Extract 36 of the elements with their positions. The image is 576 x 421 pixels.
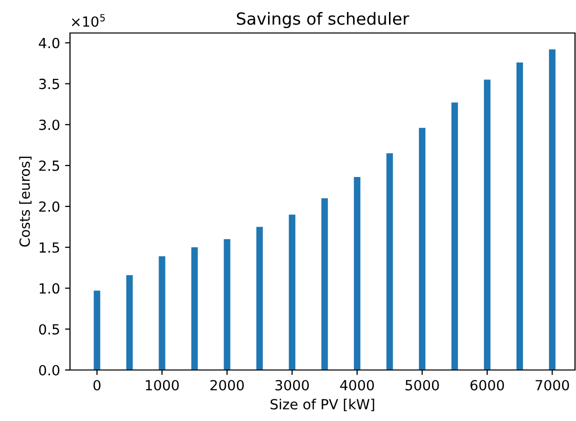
- bar: [484, 80, 490, 370]
- bar: [158, 256, 166, 370]
- y-tick-label: 2.0: [39, 201, 60, 212]
- x-axis-title: Size of PV [kW]: [270, 398, 374, 412]
- x-tick-label: 1000: [146, 380, 179, 390]
- y-tick-label: 0.0: [39, 364, 60, 376]
- x-tick-label: 0: [93, 380, 100, 390]
- y-tick-label: 4.0: [38, 38, 60, 48]
- y-tick-label: 1.5: [40, 242, 60, 253]
- bar: [386, 153, 393, 370]
- x-tick-label: 3000: [275, 380, 309, 390]
- bar: [126, 275, 133, 370]
- bar: [321, 198, 328, 370]
- bar: [548, 49, 556, 370]
- bar: [224, 239, 230, 370]
- y-tick-label: 3.5: [39, 78, 60, 90]
- y-axis-title: Costs [euros]: [19, 156, 32, 247]
- text: ×10$^{5}$: [72, 14, 105, 27]
- bar: [354, 176, 360, 370]
- bar: [191, 247, 198, 370]
- y-tick-label: 0.5: [39, 324, 60, 335]
- bar: [516, 62, 523, 370]
- x-tick-label: 2000: [210, 380, 244, 390]
- y-tick-label: 2.5: [39, 160, 60, 171]
- x-tick-label: 7000: [536, 380, 569, 390]
- y-tick-label: 3.0: [39, 120, 60, 130]
- bar: [451, 102, 458, 370]
- x-tick-label: 4000: [340, 380, 374, 390]
- bar: [418, 128, 426, 370]
- x-tick-label: 5000: [406, 380, 439, 390]
- bar: [94, 290, 100, 370]
- x-tick-label: 6000: [470, 380, 504, 390]
- bar: [256, 226, 263, 370]
- bar: [288, 214, 296, 370]
- y-tick-label: 1.0: [40, 283, 60, 294]
- chart-title: Savings of scheduler: [236, 12, 410, 28]
